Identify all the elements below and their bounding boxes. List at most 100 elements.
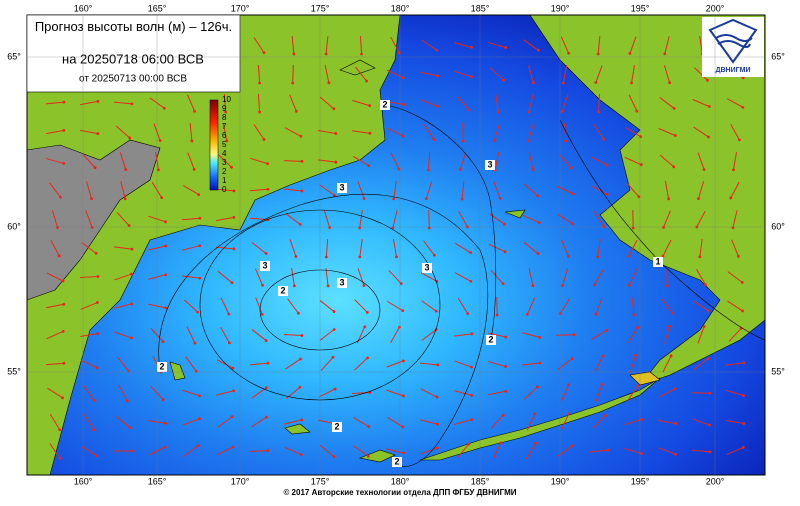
arrow-head <box>562 81 565 84</box>
arrow-head <box>504 46 507 49</box>
arrow-head <box>128 224 131 227</box>
arrow-head <box>59 196 62 199</box>
arrow-head <box>131 103 134 106</box>
arrow-head <box>639 135 642 138</box>
arrow-head <box>536 195 539 198</box>
arrow-head <box>62 279 65 282</box>
arrow-head <box>663 52 666 55</box>
arrow-head <box>571 222 574 225</box>
arrow-head <box>533 412 536 415</box>
arrow-head <box>402 394 405 397</box>
arrow-head <box>470 75 473 78</box>
arrow-head <box>363 197 366 200</box>
arrow-head <box>567 383 570 386</box>
lon-label-bottom: 195° <box>631 476 650 486</box>
arrow-head <box>197 444 200 447</box>
arrow-head <box>63 362 66 365</box>
arrow-head <box>232 216 235 219</box>
arrow-head <box>674 134 677 137</box>
arrow-head <box>164 422 167 425</box>
arrow-head <box>327 81 330 84</box>
arrow-head <box>469 251 472 254</box>
arrow-head <box>502 282 505 285</box>
arrow-head <box>738 138 741 141</box>
arrow-head <box>131 248 134 251</box>
arrow-head <box>199 217 202 220</box>
arrow-head <box>703 325 706 328</box>
colorbar-label: 6 <box>222 131 227 140</box>
arrow-head <box>124 168 127 171</box>
arrow-head <box>534 442 537 445</box>
arrow-head <box>504 336 507 339</box>
arrow-head <box>732 226 735 229</box>
lon-label-top: 195° <box>631 3 650 13</box>
arrow-head <box>467 443 470 446</box>
arrow-head <box>266 162 269 165</box>
arrow-head <box>157 168 160 171</box>
arrow-head <box>674 388 677 391</box>
contour-label: 2 <box>334 421 339 431</box>
arrow-head <box>601 383 604 386</box>
arrow-head <box>95 252 98 255</box>
arrow-head <box>301 190 304 193</box>
arrow-head <box>301 160 304 163</box>
contour-label: 2 <box>280 285 285 295</box>
arrow-head <box>367 164 370 167</box>
arrow-head <box>742 446 745 449</box>
arrow-head <box>358 256 361 259</box>
arrow-head <box>196 311 199 314</box>
arrow-head <box>602 225 605 228</box>
lon-label-top: 165° <box>148 3 167 13</box>
arrow-head <box>402 103 405 106</box>
arrow-head <box>668 81 671 84</box>
arrow-head <box>265 386 268 389</box>
arrow-head <box>163 107 166 110</box>
arrow-head <box>325 53 328 56</box>
arrow-head <box>567 52 570 55</box>
arrow-head <box>293 284 296 287</box>
lon-label-top: 200° <box>706 3 725 13</box>
arrow-head <box>295 110 298 113</box>
arrow-head <box>400 282 403 285</box>
arrow-head <box>164 220 167 223</box>
arrow-head <box>164 446 167 449</box>
arrow-head <box>263 138 266 141</box>
arrow-head <box>466 312 469 315</box>
arrow-head <box>499 197 502 200</box>
arrow-head <box>527 110 530 113</box>
arrow-head <box>707 357 710 360</box>
arrow-head <box>602 355 605 358</box>
arrow-head <box>333 455 336 458</box>
arrow-head <box>571 444 574 447</box>
arrow <box>556 335 574 336</box>
arrow-head <box>436 74 439 77</box>
arrow-head <box>672 165 675 168</box>
arrow-head <box>538 336 541 339</box>
arrow-head <box>606 193 609 196</box>
arrow-head <box>301 334 304 337</box>
arrow-head <box>596 256 599 259</box>
arrow-head <box>62 162 65 165</box>
arrow-head <box>572 192 575 195</box>
colorbar-label: 8 <box>222 113 227 122</box>
arrow-head <box>603 138 606 141</box>
arrow-head <box>462 140 465 143</box>
arrow-head <box>325 256 328 259</box>
arrow-head <box>332 356 335 359</box>
arrow-head <box>129 426 132 429</box>
arrow-head <box>640 418 643 421</box>
arrow-head <box>267 188 270 191</box>
arrow-head <box>538 221 541 224</box>
arrow-head <box>640 163 643 166</box>
arrow-head <box>299 135 302 138</box>
arrow-head <box>741 310 744 313</box>
arrow-head <box>401 309 404 312</box>
arrow-head <box>366 311 369 314</box>
arrow-head <box>604 414 607 417</box>
arrow-head <box>97 275 100 278</box>
arrow-head <box>496 314 499 317</box>
arrow-head <box>401 425 404 428</box>
arrow-head <box>195 370 198 373</box>
arrow-head <box>130 336 133 339</box>
arrow-head <box>258 82 261 85</box>
